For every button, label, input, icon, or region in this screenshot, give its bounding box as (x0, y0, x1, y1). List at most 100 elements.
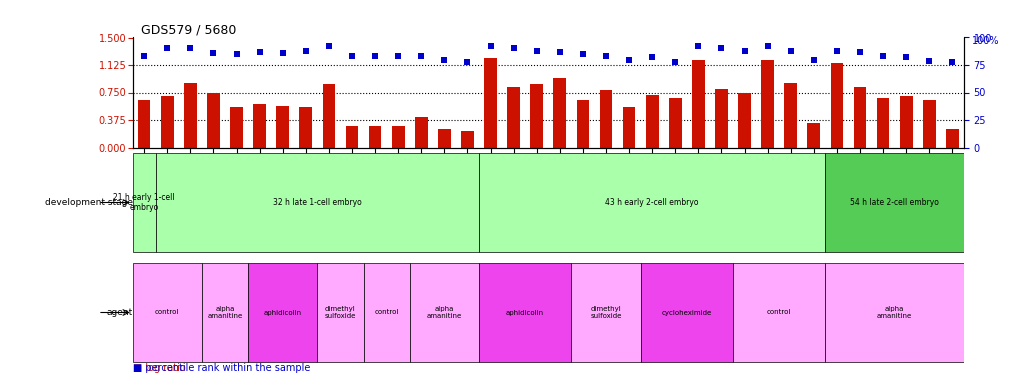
Bar (668, 98, 681, 147)
Bar (599, 90, 611, 147)
Point (759, 43, 775, 49)
Bar (322, 84, 335, 147)
Bar (899, 96, 912, 147)
Text: agent: agent (106, 308, 132, 317)
Bar (479, 263, 571, 362)
Bar (132, 263, 202, 362)
Bar (479, 153, 824, 252)
Point (643, 54, 659, 60)
Point (551, 49, 568, 55)
Bar (784, 83, 796, 147)
Bar (183, 83, 197, 147)
Bar (829, 63, 843, 147)
Bar (640, 263, 733, 362)
Bar (248, 263, 317, 362)
Bar (824, 153, 963, 252)
Point (182, 45, 199, 51)
Point (298, 48, 314, 54)
Point (528, 48, 544, 54)
Text: control: control (155, 309, 179, 315)
Bar (691, 60, 704, 147)
Bar (824, 263, 963, 362)
Point (482, 43, 498, 49)
Bar (317, 263, 363, 362)
Point (205, 50, 221, 56)
Bar (363, 263, 410, 362)
Point (389, 53, 406, 59)
Text: development stage: development stage (45, 198, 132, 207)
Bar (876, 98, 889, 147)
Text: 54 h late 2-cell embryo: 54 h late 2-cell embryo (850, 198, 938, 207)
Point (574, 51, 590, 57)
Bar (484, 58, 496, 147)
Bar (156, 153, 479, 252)
Point (736, 48, 752, 54)
Point (597, 53, 613, 59)
Text: 43 h early 2-cell embryo: 43 h early 2-cell embryo (605, 198, 698, 207)
Point (666, 59, 683, 65)
Bar (132, 153, 156, 252)
Bar (461, 131, 473, 147)
Text: 100%: 100% (971, 36, 999, 46)
Bar (530, 84, 542, 147)
Bar (922, 100, 934, 147)
Point (159, 45, 175, 51)
Point (436, 57, 452, 63)
Text: alpha
amanitine: alpha amanitine (876, 306, 911, 319)
Text: GDS579 / 5680: GDS579 / 5680 (141, 23, 236, 36)
Bar (623, 107, 635, 147)
Bar (576, 100, 589, 147)
Text: ■ log ratio: ■ log ratio (132, 363, 185, 373)
Bar (714, 89, 728, 147)
Bar (300, 107, 312, 147)
Point (690, 43, 706, 49)
Bar (230, 107, 243, 147)
Bar (853, 87, 865, 147)
Text: control: control (374, 309, 398, 315)
Text: aphidicolin: aphidicolin (505, 309, 544, 315)
Text: 32 h late 1-cell embryo: 32 h late 1-cell embryo (273, 198, 362, 207)
Point (944, 59, 960, 65)
Bar (276, 106, 288, 147)
Bar (410, 263, 479, 362)
Point (782, 48, 798, 54)
Bar (368, 126, 381, 147)
Point (920, 58, 936, 64)
Point (343, 53, 360, 59)
Text: alpha
amanitine: alpha amanitine (207, 306, 243, 319)
Point (367, 53, 383, 59)
Text: aphidicolin: aphidicolin (263, 309, 302, 315)
Bar (807, 123, 819, 147)
Bar (345, 126, 358, 147)
Point (274, 50, 290, 56)
Text: 21 h early 1-cell
embryo: 21 h early 1-cell embryo (113, 193, 175, 212)
Text: dimethyl
sulfoxide: dimethyl sulfoxide (590, 306, 621, 319)
Point (228, 51, 245, 57)
Point (712, 45, 729, 51)
Bar (161, 96, 173, 147)
Bar (415, 117, 427, 147)
Bar (437, 129, 450, 147)
Point (897, 54, 913, 60)
Point (136, 53, 152, 59)
Bar (553, 78, 566, 147)
Point (252, 49, 268, 55)
Bar (645, 95, 658, 147)
Bar (202, 263, 248, 362)
Point (851, 49, 867, 55)
Point (874, 53, 891, 59)
Text: ■ percentile rank within the sample: ■ percentile rank within the sample (132, 351, 310, 373)
Bar (945, 129, 958, 147)
Text: dimethyl
sulfoxide: dimethyl sulfoxide (324, 306, 356, 319)
Bar (391, 126, 405, 147)
Bar (253, 104, 266, 147)
Text: cycloheximide: cycloheximide (661, 309, 711, 315)
Bar (738, 93, 750, 147)
Bar (138, 100, 151, 147)
Point (505, 45, 522, 51)
Bar (733, 263, 824, 362)
Text: alpha
amanitine: alpha amanitine (426, 306, 462, 319)
Bar (506, 87, 520, 147)
Bar (571, 263, 640, 362)
Text: control: control (766, 309, 791, 315)
